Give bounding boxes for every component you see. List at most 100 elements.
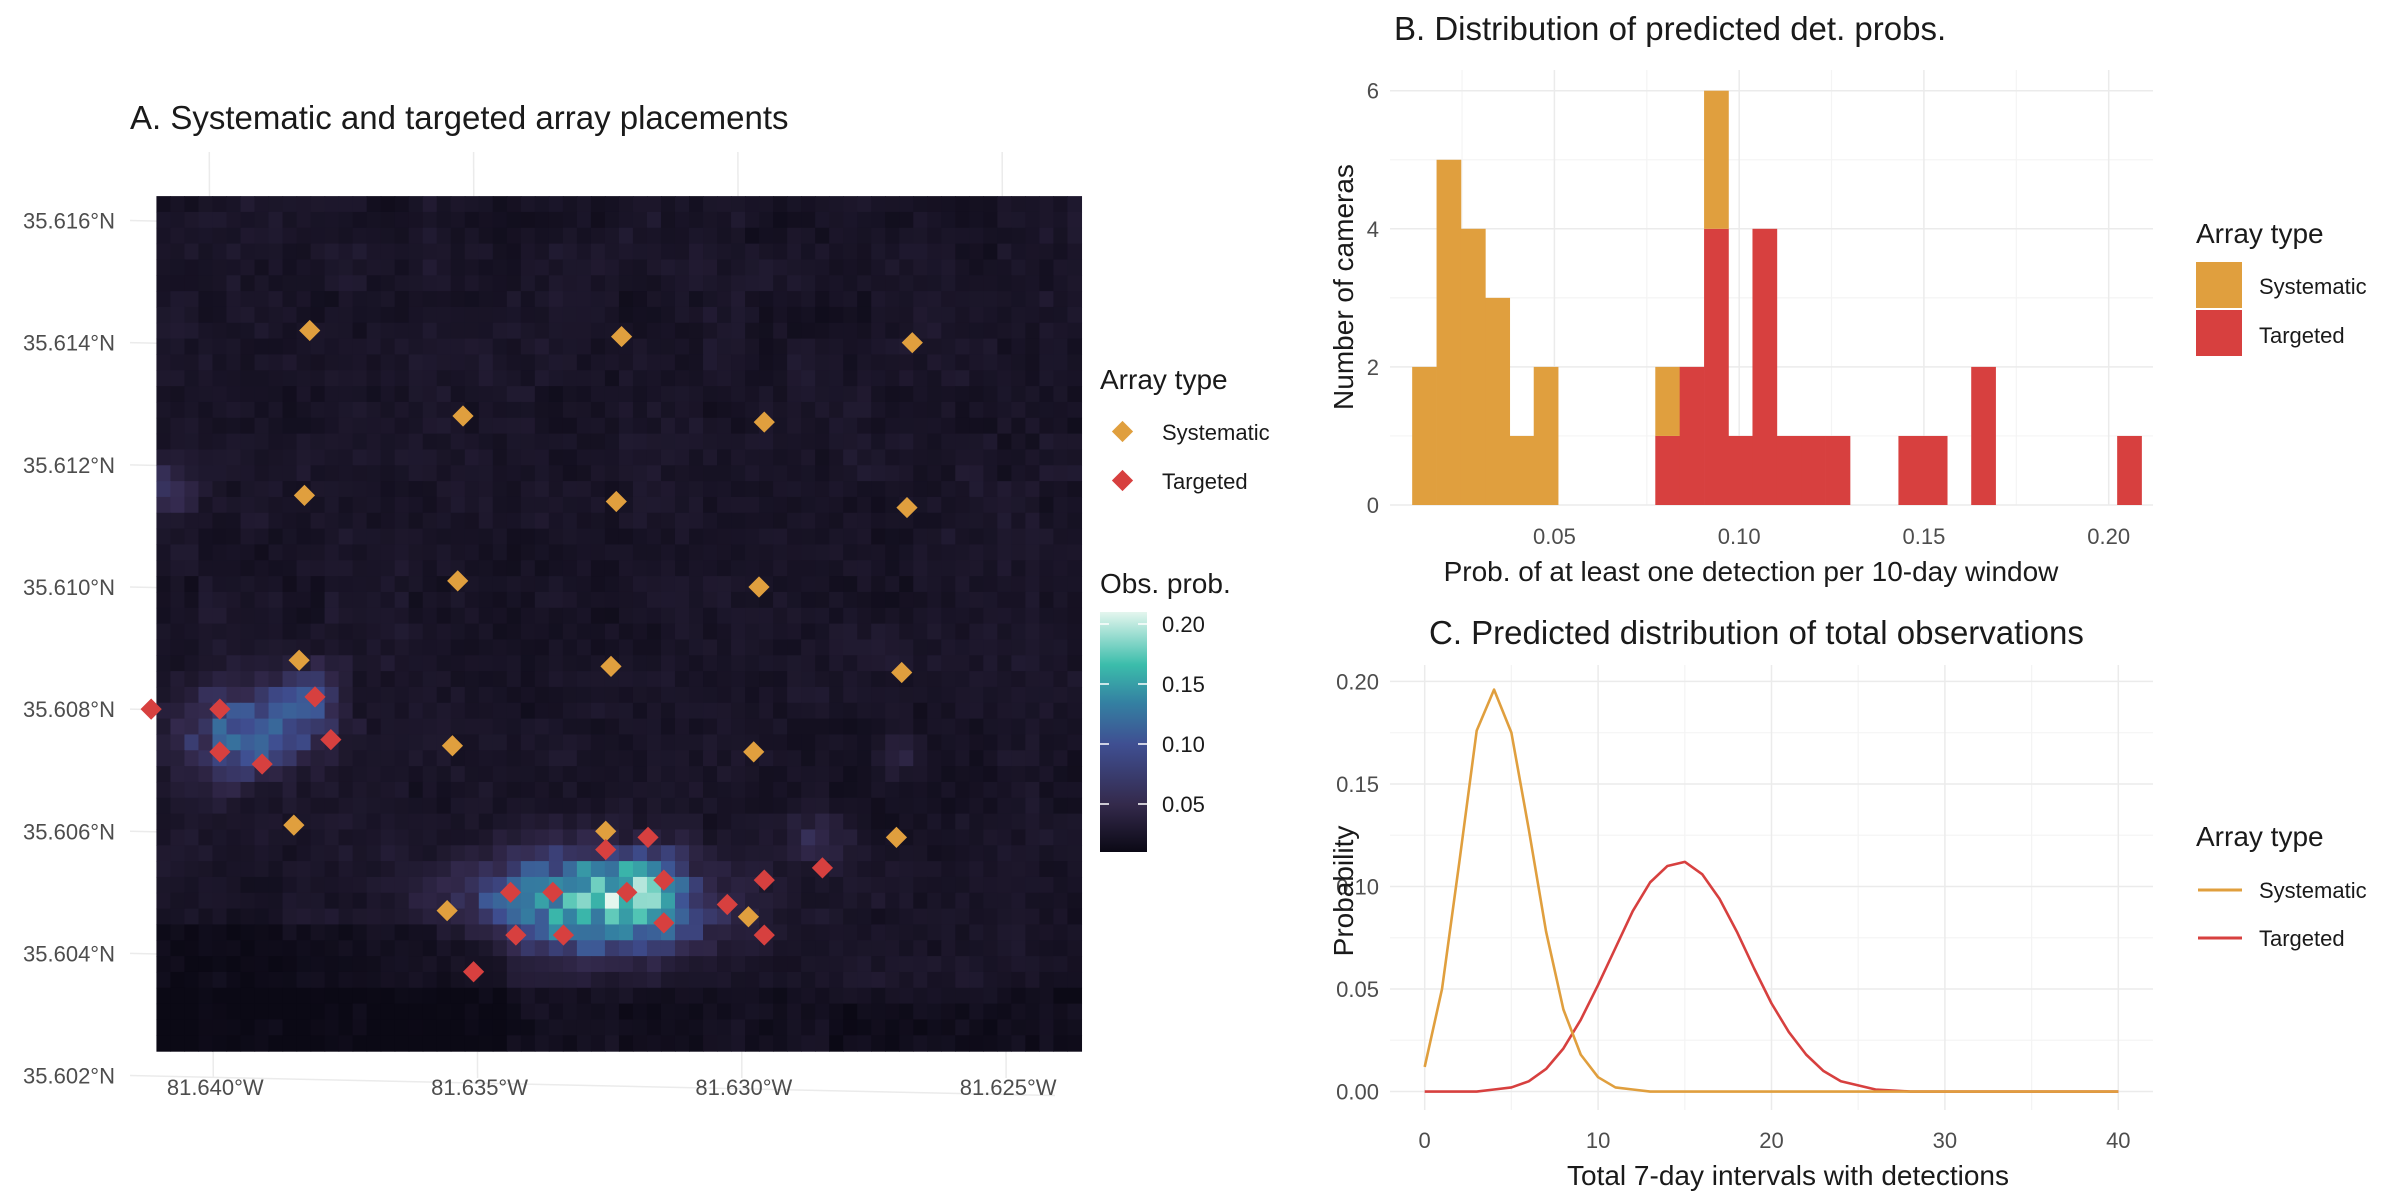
- c-x-tick-label: 40: [2106, 1128, 2130, 1153]
- raster-cell: [1067, 401, 1083, 419]
- raster-cell: [310, 623, 326, 641]
- raster-cell: [660, 702, 676, 720]
- raster-cell: [366, 354, 382, 371]
- raster-cell: [548, 607, 564, 625]
- raster-cell: [829, 291, 844, 308]
- raster-cell: [969, 956, 984, 973]
- raster-cell: [871, 1035, 886, 1052]
- raster-cell: [240, 1035, 256, 1052]
- raster-cell: [745, 211, 760, 229]
- raster-cell: [562, 1003, 578, 1021]
- raster-cell: [871, 766, 886, 783]
- raster-cell: [815, 845, 830, 862]
- raster-cell: [829, 908, 844, 926]
- raster-cell: [871, 544, 886, 561]
- raster-cell: [464, 671, 480, 688]
- raster-cell: [464, 750, 480, 767]
- raster-cell: [226, 528, 242, 546]
- raster-cell: [268, 259, 284, 276]
- raster-cell: [1011, 639, 1026, 656]
- raster-cell: [969, 528, 984, 546]
- raster-cell: [927, 718, 942, 736]
- raster-cell: [885, 211, 900, 229]
- raster-cell: [282, 971, 298, 989]
- raster-cell: [997, 1003, 1012, 1021]
- raster-cell: [212, 956, 228, 973]
- raster-cell: [717, 465, 732, 482]
- raster-cell: [436, 591, 452, 609]
- raster-cell: [156, 291, 172, 308]
- raster-cell: [1039, 576, 1054, 593]
- raster-cell: [899, 718, 914, 736]
- raster-cell: [717, 496, 732, 514]
- raster-cell: [366, 259, 382, 276]
- raster-cell: [254, 275, 270, 292]
- raster-cell: [380, 908, 396, 926]
- raster-cell: [408, 892, 424, 910]
- raster-cell: [464, 496, 480, 514]
- raster-cell: [759, 781, 774, 799]
- raster-cell: [674, 386, 690, 403]
- raster-cell: [773, 259, 788, 276]
- raster-cell: [899, 813, 914, 831]
- raster-cell: [857, 861, 872, 878]
- raster-cell: [857, 512, 872, 530]
- raster-cell: [997, 512, 1012, 530]
- raster-cell: [254, 370, 270, 387]
- raster-cell: [268, 322, 284, 340]
- raster-cell: [843, 401, 858, 419]
- b-x-tick-label: 0.20: [2087, 524, 2130, 549]
- raster-cell: [1025, 481, 1040, 498]
- raster-cell: [310, 750, 326, 767]
- raster-cell: [422, 338, 438, 356]
- raster-cell: [1053, 702, 1069, 720]
- raster-cell: [857, 829, 872, 846]
- raster-cell: [198, 354, 214, 371]
- raster-cell: [871, 623, 886, 641]
- raster-cell: [184, 766, 200, 783]
- raster-cell: [590, 876, 606, 894]
- raster-cell: [913, 1003, 928, 1021]
- raster-cell: [394, 227, 410, 245]
- raster-cell: [885, 813, 900, 831]
- raster-cell: [576, 908, 592, 926]
- raster-cell: [997, 1019, 1012, 1036]
- raster-cell: [731, 702, 746, 720]
- raster-cell: [422, 861, 438, 878]
- raster-cell: [689, 655, 704, 672]
- raster-cell: [464, 734, 480, 751]
- raster-cell: [282, 481, 298, 498]
- raster-cell: [436, 987, 452, 1005]
- raster-cell: [997, 892, 1012, 910]
- raster-cell: [871, 781, 886, 799]
- raster-cell: [450, 496, 466, 514]
- raster-cell: [660, 338, 676, 356]
- raster-cell: [436, 544, 452, 561]
- raster-cell: [632, 987, 648, 1005]
- raster-cell: [170, 671, 186, 688]
- raster-cell: [338, 449, 354, 466]
- raster-cell: [1067, 528, 1083, 546]
- raster-cell: [857, 196, 872, 213]
- raster-cell: [913, 702, 928, 720]
- raster-cell: [226, 892, 242, 910]
- raster-cell: [618, 465, 634, 482]
- raster-cell: [394, 671, 410, 688]
- raster-cell: [983, 496, 998, 514]
- raster-cell: [759, 528, 774, 546]
- raster-cell: [464, 227, 480, 245]
- raster-cell: [1011, 829, 1026, 846]
- raster-cell: [927, 275, 942, 292]
- raster-cell: [773, 481, 788, 498]
- raster-cell: [604, 338, 620, 356]
- raster-cell: [913, 686, 928, 704]
- raster-cell: [857, 417, 872, 435]
- raster-cell: [282, 1035, 298, 1052]
- raster-cell: [338, 924, 354, 941]
- raster-cell: [983, 1035, 998, 1052]
- raster-cell: [254, 306, 270, 324]
- raster-cell: [941, 386, 956, 403]
- raster-cell: [955, 702, 970, 720]
- targeted-bar: [1776, 435, 1802, 505]
- raster-cell: [436, 465, 452, 482]
